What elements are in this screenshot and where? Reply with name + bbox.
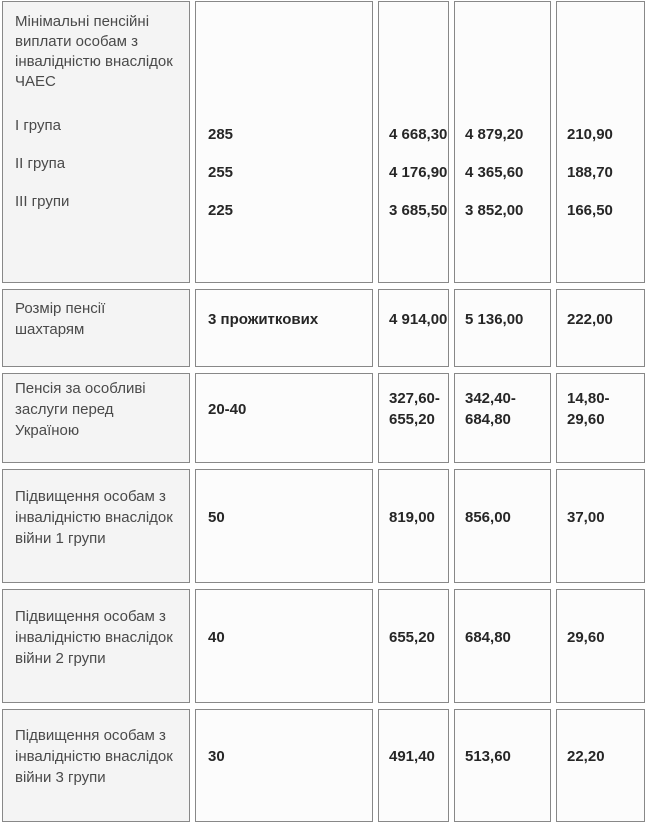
difference-cell: 222,00 (556, 289, 645, 367)
row-label-cell: Підвищення особам з інвалідністю внаслід… (2, 469, 190, 583)
value-text: 342,40-684,80 (465, 390, 516, 428)
value-text: 819,00 (389, 508, 435, 526)
value-text: 285 (208, 126, 234, 143)
table-row-chaes: Мінімальні пенсійні виплати особам з інв… (2, 1, 646, 283)
amount-old-cell: 4 668,30 4 176,90 3 685,50 (378, 1, 449, 283)
row-label-cell: Пенсія за особливі заслуги перед Україно… (2, 373, 190, 463)
value-text: 22,20 (567, 748, 605, 765)
value-text: 40 (208, 628, 225, 646)
row-label: Розмір пенсії шахтарям (15, 300, 106, 338)
value-text: 4 365,60 (465, 164, 524, 181)
value-text: 29,60 (567, 628, 605, 646)
value-text: 210,90 (567, 126, 613, 143)
row-label-cell: Мінімальні пенсійні виплати особам з інв… (2, 1, 190, 283)
difference-cell: 29,60 (556, 589, 645, 703)
value-text: 50 (208, 508, 225, 526)
value-text: 14,80-29,60 (567, 390, 610, 428)
row-label: Підвищення особам з інвалідністю внаслід… (15, 727, 173, 786)
table-row-war-group-1: Підвищення особам з інвалідністю внаслід… (2, 469, 646, 583)
coefficient-cell: 3 прожиткових (195, 289, 373, 367)
difference-cell: 22,20 (556, 709, 645, 822)
amount-new-cell: 513,60 (454, 709, 551, 822)
value-text: 222,00 (567, 310, 613, 328)
value-text: 4 879,20 (465, 126, 524, 143)
coefficient-cell: 285 255 225 (195, 1, 373, 283)
table-row-miners: Розмір пенсії шахтарям 3 прожиткових 4 9… (2, 289, 646, 367)
value-text: 3 685,50 (389, 202, 448, 219)
amount-new-cell: 856,00 (454, 469, 551, 583)
value-text: 513,60 (465, 748, 511, 765)
amount-old-cell: 491,40 (378, 709, 449, 822)
difference-cell: 210,90 188,70 166,50 (556, 1, 645, 283)
table-row-war-group-3: Підвищення особам з інвалідністю внаслід… (2, 709, 646, 822)
table-row-special-merit: Пенсія за особливі заслуги перед Україно… (2, 373, 646, 463)
value-text: 655,20 (389, 628, 435, 646)
amount-new-cell: 5 136,00 (454, 289, 551, 367)
amount-new-cell: 4 879,20 4 365,60 3 852,00 (454, 1, 551, 283)
amount-old-cell: 819,00 (378, 469, 449, 583)
table-row-war-group-2: Підвищення особам з інвалідністю внаслід… (2, 589, 646, 703)
value-text: 491,40 (389, 748, 435, 765)
value-text: 166,50 (567, 202, 613, 219)
row-label: Підвищення особам з інвалідністю внаслід… (15, 487, 173, 547)
value-text: 20-40 (208, 400, 247, 418)
value-text: 37,00 (567, 508, 605, 526)
row-title: Мінімальні пенсійні виплати особам з інв… (15, 13, 173, 90)
value-text: 255 (208, 164, 234, 181)
value-text: 225 (208, 202, 234, 219)
coefficient-cell: 40 (195, 589, 373, 703)
value-text: 3 852,00 (465, 202, 524, 219)
value-text: 5 136,00 (465, 310, 524, 328)
row-label-cell: Підвищення особам з інвалідністю внаслід… (2, 589, 190, 703)
value-text: 4 668,30 (389, 126, 448, 143)
value-text: 684,80 (465, 628, 511, 646)
value-text: 856,00 (465, 508, 511, 526)
value-text: 4 914,00 (389, 310, 448, 328)
value-text: 30 (208, 748, 225, 765)
row-label-cell: Підвищення особам з інвалідністю внаслід… (2, 709, 190, 822)
difference-cell: 37,00 (556, 469, 645, 583)
value-text: 327,60-655,20 (389, 390, 440, 428)
amount-old-cell: 655,20 (378, 589, 449, 703)
coefficient-cell: 20-40 (195, 373, 373, 463)
coefficient-cell: 50 (195, 469, 373, 583)
amount-old-cell: 4 914,00 (378, 289, 449, 367)
group-2-label: ІІ група (15, 155, 66, 172)
row-label: Пенсія за особливі заслуги перед Україно… (15, 379, 146, 439)
value-text: 4 176,90 (389, 164, 448, 181)
row-label: Підвищення особам з інвалідністю внаслід… (15, 607, 173, 667)
row-label-cell: Розмір пенсії шахтарям (2, 289, 190, 367)
difference-cell: 14,80-29,60 (556, 373, 645, 463)
amount-new-cell: 342,40-684,80 (454, 373, 551, 463)
value-text: 3 прожиткових (208, 310, 319, 328)
value-text: 188,70 (567, 164, 613, 181)
coefficient-cell: 30 (195, 709, 373, 822)
group-1-label: І група (15, 117, 61, 134)
amount-new-cell: 684,80 (454, 589, 551, 703)
amount-old-cell: 327,60-655,20 (378, 373, 449, 463)
group-3-label: ІІІ групи (15, 193, 70, 210)
